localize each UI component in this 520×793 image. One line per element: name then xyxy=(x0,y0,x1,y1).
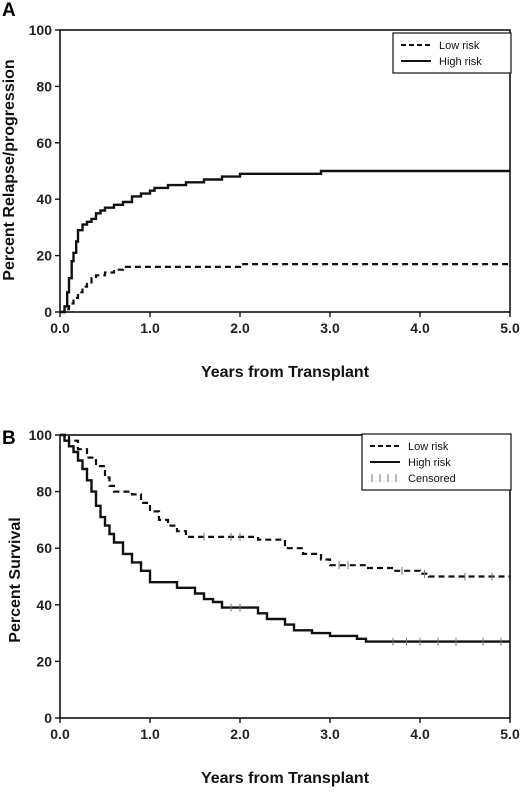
panel-a: A 0 20 40 60 80 100 0.0 1.0 2.0 3.0 4.0 5.0 Years fro… xyxy=(1,0,520,381)
y-tick-label: 100 xyxy=(29,427,53,443)
series-high-risk-line xyxy=(60,169,510,314)
x-tick-label: 5.0 xyxy=(500,320,520,336)
legend-box xyxy=(392,32,512,74)
y-tick-label: 80 xyxy=(36,78,52,94)
series-low-risk-line xyxy=(60,433,510,578)
x-tick-label: 4.0 xyxy=(410,320,430,336)
series-high-risk-line xyxy=(60,433,510,643)
y-tick-label: 20 xyxy=(36,653,52,669)
y-tick-label: 100 xyxy=(29,22,53,38)
x-tick-label: 0.0 xyxy=(50,726,70,742)
x-tick-label: 1.0 xyxy=(140,320,160,336)
y-tick-label: 0 xyxy=(44,304,52,320)
panel-label: A xyxy=(2,0,16,21)
y-axis-label: Percent Relapse/progression xyxy=(1,59,18,280)
legend-label: High risk xyxy=(439,56,482,68)
panel-b: B 0 20 40 60 80 100 0.0 1.0 2.0 3.0 4.0 5.0 Years fro… xyxy=(2,427,520,787)
x-tick-label: 2.0 xyxy=(230,320,250,336)
y-tick-label: 0 xyxy=(44,710,52,726)
series-low-risk-line xyxy=(60,263,510,314)
panel-label: B xyxy=(2,428,16,449)
x-tick-label: 2.0 xyxy=(230,726,250,742)
x-tick-label: 1.0 xyxy=(140,726,160,742)
x-tick-label: 3.0 xyxy=(320,320,340,336)
legend-label: High risk xyxy=(408,457,451,469)
x-tick-label: 0.0 xyxy=(50,320,70,336)
y-tick-label: 20 xyxy=(36,248,52,264)
x-tick-label: 3.0 xyxy=(320,726,340,742)
legend-label: Censored xyxy=(408,473,456,485)
y-tick-label: 40 xyxy=(36,597,52,613)
y-tick-label: 40 xyxy=(36,191,52,207)
y-tick-label: 60 xyxy=(36,540,52,556)
legend-label: Low risk xyxy=(439,40,480,52)
x-axis-label: Years from Transplant xyxy=(201,770,370,787)
x-axis-label: Years from Transplant xyxy=(201,364,370,381)
y-tick-label: 80 xyxy=(36,484,52,500)
x-tick-label: 4.0 xyxy=(410,726,430,742)
x-tick-label: 5.0 xyxy=(500,726,520,742)
y-tick-label: 60 xyxy=(36,135,52,151)
y-axis-label: Percent Survival xyxy=(7,517,24,642)
legend-label: Low risk xyxy=(408,441,449,453)
